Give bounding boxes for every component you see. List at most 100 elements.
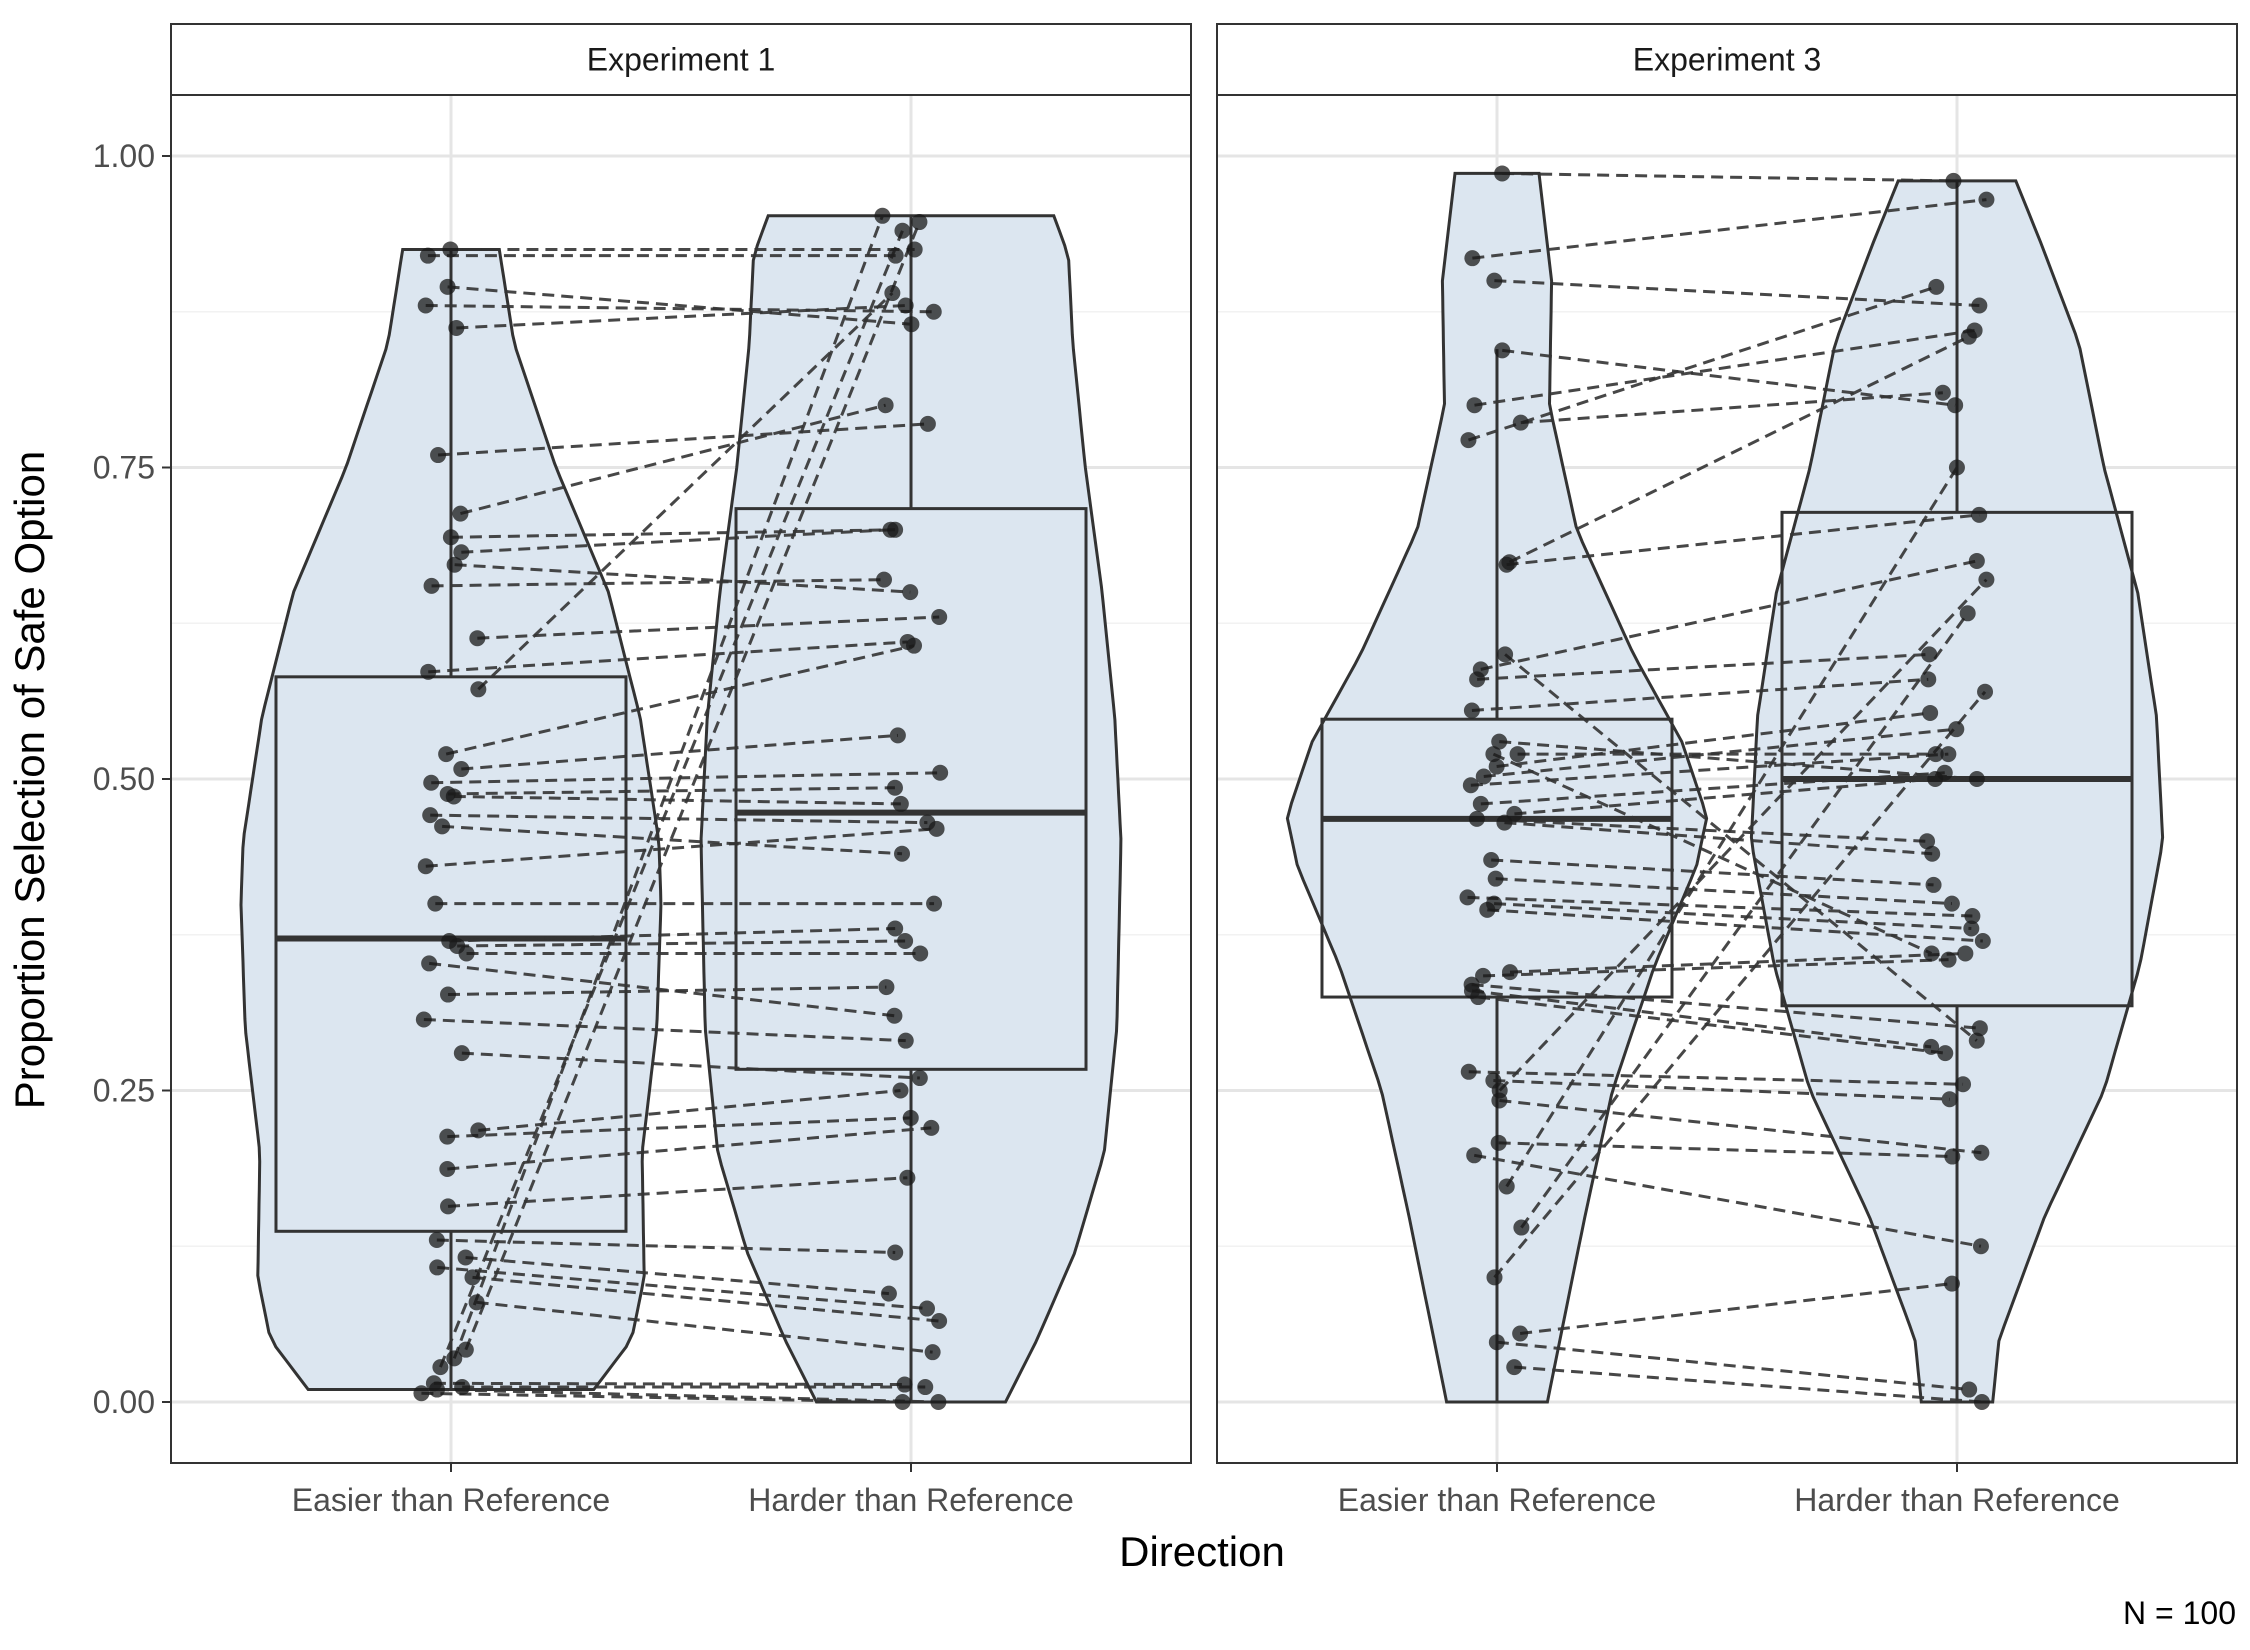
data-point: [1972, 1238, 1989, 1255]
paired-line: [423, 1017, 906, 1043]
strip: [170, 23, 1192, 96]
data-point: [445, 788, 462, 805]
data-point: [894, 1394, 911, 1410]
data-point: [930, 1394, 947, 1410]
data-point: [434, 818, 451, 835]
data-point: [453, 761, 470, 778]
data-point: [1469, 671, 1486, 688]
paired-line: [447, 985, 887, 997]
data-point: [892, 1082, 909, 1099]
data-point: [446, 1350, 463, 1367]
data-point: [1968, 1032, 1985, 1049]
data-point: [1462, 777, 1479, 794]
paired-line: [450, 528, 896, 539]
data-point: [430, 447, 447, 464]
data-point: [894, 222, 911, 239]
paired-line: [1471, 989, 1932, 1049]
data-point: [1488, 758, 1505, 775]
data-point: [464, 1269, 481, 1286]
data-point: [1978, 191, 1995, 208]
data-point: [919, 1300, 936, 1317]
data-point: [923, 1119, 940, 1136]
data-point: [1944, 1148, 1961, 1165]
data-point: [1496, 814, 1513, 831]
paired-line: [1468, 1070, 1964, 1086]
paired-line: [472, 1275, 940, 1323]
data-point: [906, 241, 923, 258]
data-point: [925, 303, 942, 320]
data-point: [1920, 671, 1937, 688]
data-point: [1934, 384, 1951, 401]
data-point: [440, 986, 457, 1003]
data-point: [884, 285, 901, 302]
strip-label: Experiment 1: [587, 42, 776, 78]
data-point: [1955, 1076, 1972, 1093]
data-point: [882, 521, 899, 538]
data-point: [1506, 1359, 1523, 1376]
data-point: [1509, 746, 1526, 763]
x-axis-title: Direction: [1119, 1528, 1285, 1575]
paired-line: [1492, 752, 1933, 955]
paired-line: [1495, 877, 1952, 906]
data-point: [421, 955, 438, 972]
paired-line: [437, 422, 928, 457]
data-point: [1922, 704, 1939, 721]
data-point: [1957, 945, 1974, 962]
data-point: [931, 609, 948, 626]
paired-line: [439, 230, 904, 1368]
data-point: [470, 681, 487, 698]
data-point: [428, 1381, 445, 1398]
data-point: [1921, 646, 1938, 663]
data-point: [1945, 172, 1962, 189]
data-point: [1927, 771, 1944, 787]
paired-line: [454, 563, 911, 594]
data-point: [1925, 876, 1942, 893]
paired-line: [1519, 1282, 1953, 1335]
paired-line: [428, 640, 908, 674]
paired-line: [478, 1089, 901, 1132]
data-point: [428, 1232, 445, 1249]
paired-line: [1496, 1340, 1970, 1392]
paired-line: [1483, 958, 1949, 978]
paired-line: [447, 285, 912, 326]
data-point: [1463, 702, 1480, 719]
violin: [1285, 171, 1709, 1404]
data-point: [878, 979, 895, 996]
box: [1780, 510, 2134, 1008]
paired-line: [453, 794, 901, 806]
paired-line: [1480, 559, 1978, 671]
data-point: [1928, 278, 1945, 295]
paired-line: [436, 1238, 896, 1254]
data-point: [439, 1160, 456, 1177]
panel-1: Experiment 1 Easier than Reference Harder …: [93, 23, 1192, 1518]
strip-label: Experiment 3: [1633, 42, 1822, 78]
data-point: [457, 1341, 474, 1358]
data-point: [1487, 870, 1504, 887]
data-point: [892, 795, 909, 812]
data-point: [1971, 297, 1988, 314]
data-point: [1940, 951, 1957, 968]
paired-line: [1467, 895, 1973, 918]
data-point: [903, 316, 920, 333]
paired-line: [1477, 995, 1946, 1055]
violin: [699, 214, 1123, 1404]
data-point: [877, 397, 894, 414]
data-point: [1494, 342, 1511, 359]
paired-line: [1483, 727, 1957, 779]
data-point: [1494, 165, 1511, 182]
data-point: [417, 297, 434, 314]
paired-line: [1502, 348, 1956, 407]
data-point: [440, 1198, 457, 1215]
paired-line: [1499, 740, 1977, 781]
data-point: [446, 556, 463, 573]
strip: [1216, 23, 2238, 96]
paired-line: [1514, 777, 1936, 816]
paired-line: [477, 615, 940, 640]
caption: N = 100: [2123, 1595, 2236, 1631]
x-tick-label: Harder than Reference: [1794, 1482, 2120, 1518]
data-point: [439, 1128, 456, 1145]
data-point: [1470, 989, 1487, 1006]
data-point: [1923, 1038, 1940, 1055]
data-point: [1512, 414, 1529, 431]
data-point: [1468, 810, 1485, 827]
